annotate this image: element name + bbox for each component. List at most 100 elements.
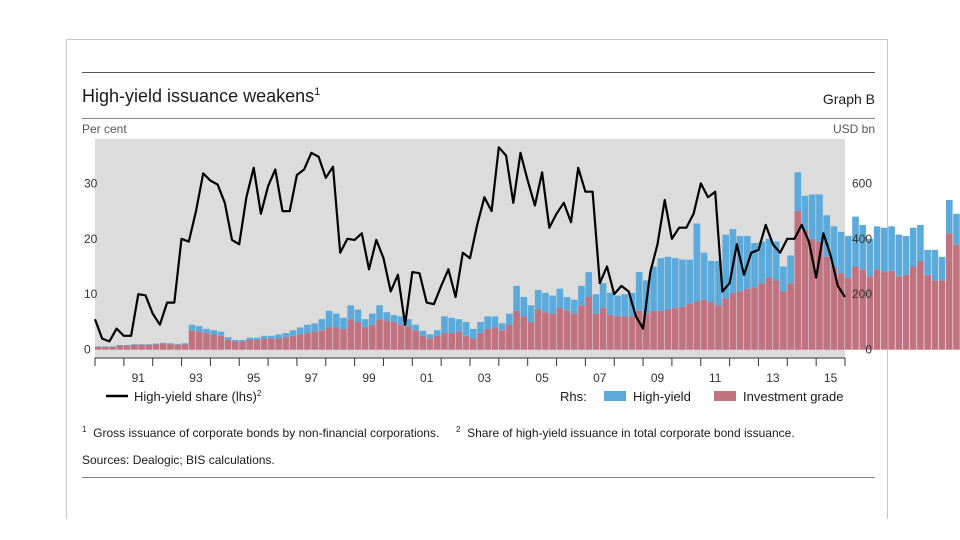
bar-investment-grade [217,335,225,350]
bar-investment-grade [592,313,600,350]
bar-high-yield [462,321,470,336]
bar-high-yield [881,227,888,273]
bar-high-yield [232,339,239,342]
bar-investment-grade [736,291,744,350]
bar-investment-grade [744,288,751,350]
bar-investment-grade [95,346,102,350]
bar-high-yield [578,285,585,306]
bar-investment-grade [895,276,903,350]
bar-high-yield [736,236,744,292]
bar-investment-grade [722,298,730,350]
bar-high-yield [513,285,520,311]
bar-investment-grade [433,335,441,350]
bar-high-yield [426,334,434,339]
x-tick-label: 15 [824,371,838,385]
bar-high-yield [686,259,693,304]
bar-high-yield [210,330,217,335]
bar-high-yield [311,323,318,332]
legend-rhs-prefix: Rhs: [560,389,587,404]
bar-high-yield [527,305,535,322]
title-rule [82,118,875,119]
bar-high-yield [167,343,174,345]
bar-high-yield [758,241,766,284]
bar-investment-grade [188,330,196,350]
bar-investment-grade [643,313,650,350]
bar-investment-grade [563,310,571,350]
bar-investment-grade [599,308,607,350]
bar-high-yield [390,315,398,322]
bar-investment-grade [318,330,326,350]
bar-investment-grade [751,287,758,350]
bar-investment-grade [109,346,117,350]
legend-investment-grade-swatch [714,391,736,401]
bar-investment-grade [931,280,939,350]
bar-high-yield [931,249,939,281]
bar-high-yield [268,335,275,339]
bar-high-yield [174,343,181,345]
bar-high-yield [592,294,600,314]
bar-investment-grade [203,333,210,350]
bar-high-yield [332,313,340,328]
bar-investment-grade [542,312,549,350]
bar-investment-grade [123,345,131,350]
legend-high-yield-swatch [604,391,626,401]
bar-high-yield [318,319,326,331]
bar-high-yield [866,238,874,277]
bar-investment-grade [152,344,160,350]
bar-high-yield [289,330,297,336]
bar-investment-grade [628,316,636,350]
bar-high-yield [715,260,722,306]
bar-investment-grade [758,283,766,350]
bar-investment-grade [707,302,715,350]
bar-investment-grade [866,276,874,350]
bar-high-yield [607,292,614,316]
bar-investment-grade [159,343,167,350]
bar-high-yield [542,292,549,313]
bar-high-yield [909,227,917,267]
bar-high-yield [246,337,254,340]
bar-high-yield [477,321,484,334]
bar-investment-grade [462,335,470,350]
bar-investment-grade [426,338,434,350]
bar-investment-grade [347,319,355,350]
bar-high-yield [203,328,210,334]
bar-high-yield [470,328,477,339]
bar-high-yield [570,299,578,314]
bar-investment-grade [376,319,383,350]
legend-investment-grade-label: Investment grade [743,389,843,404]
chart-title: High-yield issuance weakens1 [82,86,321,106]
bar-investment-grade [282,337,290,350]
bar-investment-grade [578,305,585,350]
bar-high-yield [917,224,924,261]
bar-investment-grade [354,321,362,350]
graph-label: Graph B [822,91,875,107]
bar-investment-grade [361,327,369,350]
bar-investment-grade [116,345,124,350]
x-tick-label: 99 [362,371,376,385]
bar-investment-grade [787,283,794,350]
bar-high-yield [369,313,376,325]
bar-investment-grade [246,339,254,350]
bar-high-yield [152,343,160,345]
bar-investment-grade [650,310,657,350]
bar-high-yield [823,215,830,257]
bar-investment-grade [765,277,773,350]
bar-investment-grade [556,308,564,350]
bar-investment-grade [145,344,153,350]
bar-investment-grade [607,315,614,350]
bar-investment-grade [484,328,492,350]
bar-high-yield [621,294,629,317]
bar-high-yield [383,312,391,321]
bar-investment-grade [664,309,672,350]
bar-high-yield [650,266,657,311]
bar-high-yield [599,283,607,309]
bar-investment-grade [102,346,109,350]
bar-high-yield [549,295,556,314]
bar-high-yield [131,344,138,345]
bar-investment-grade [498,330,506,350]
bar-investment-grade [448,333,455,350]
bar-high-yield [361,319,369,328]
bar-high-yield [253,337,261,340]
bar-investment-grade [945,233,953,350]
bar-investment-grade [289,335,297,350]
